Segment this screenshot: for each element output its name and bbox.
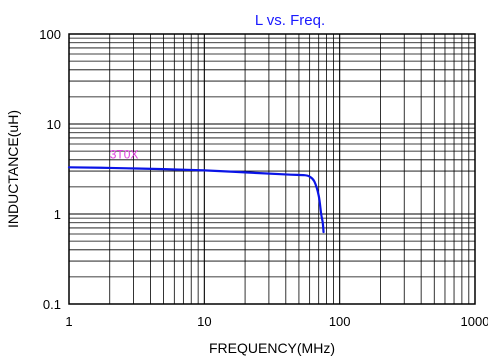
- series-label: 3T0X: [110, 147, 139, 161]
- tick-labels: 1 10 100 1000 0.1 1 10 100: [39, 27, 488, 329]
- x-tick-label: 1: [65, 314, 72, 329]
- x-tick-label: 10: [197, 314, 211, 329]
- y-tick-label: 100: [39, 27, 61, 42]
- y-tick-label: 0.1: [43, 297, 61, 312]
- chart-title: L vs. Freq.: [255, 12, 325, 29]
- y-axis-label: INDUCTANCE(uH): [5, 110, 21, 228]
- x-tick-label: 100: [329, 314, 351, 329]
- plot-frame: [68, 33, 476, 305]
- series: 3T0X: [67, 147, 325, 234]
- series-line: [67, 166, 325, 234]
- x-axis-label: FREQUENCY(MHz): [209, 340, 335, 356]
- grid: [69, 34, 475, 304]
- x-tick-label: 1000: [461, 314, 488, 329]
- y-tick-label: 10: [47, 117, 61, 132]
- y-tick-label: 1: [54, 207, 61, 222]
